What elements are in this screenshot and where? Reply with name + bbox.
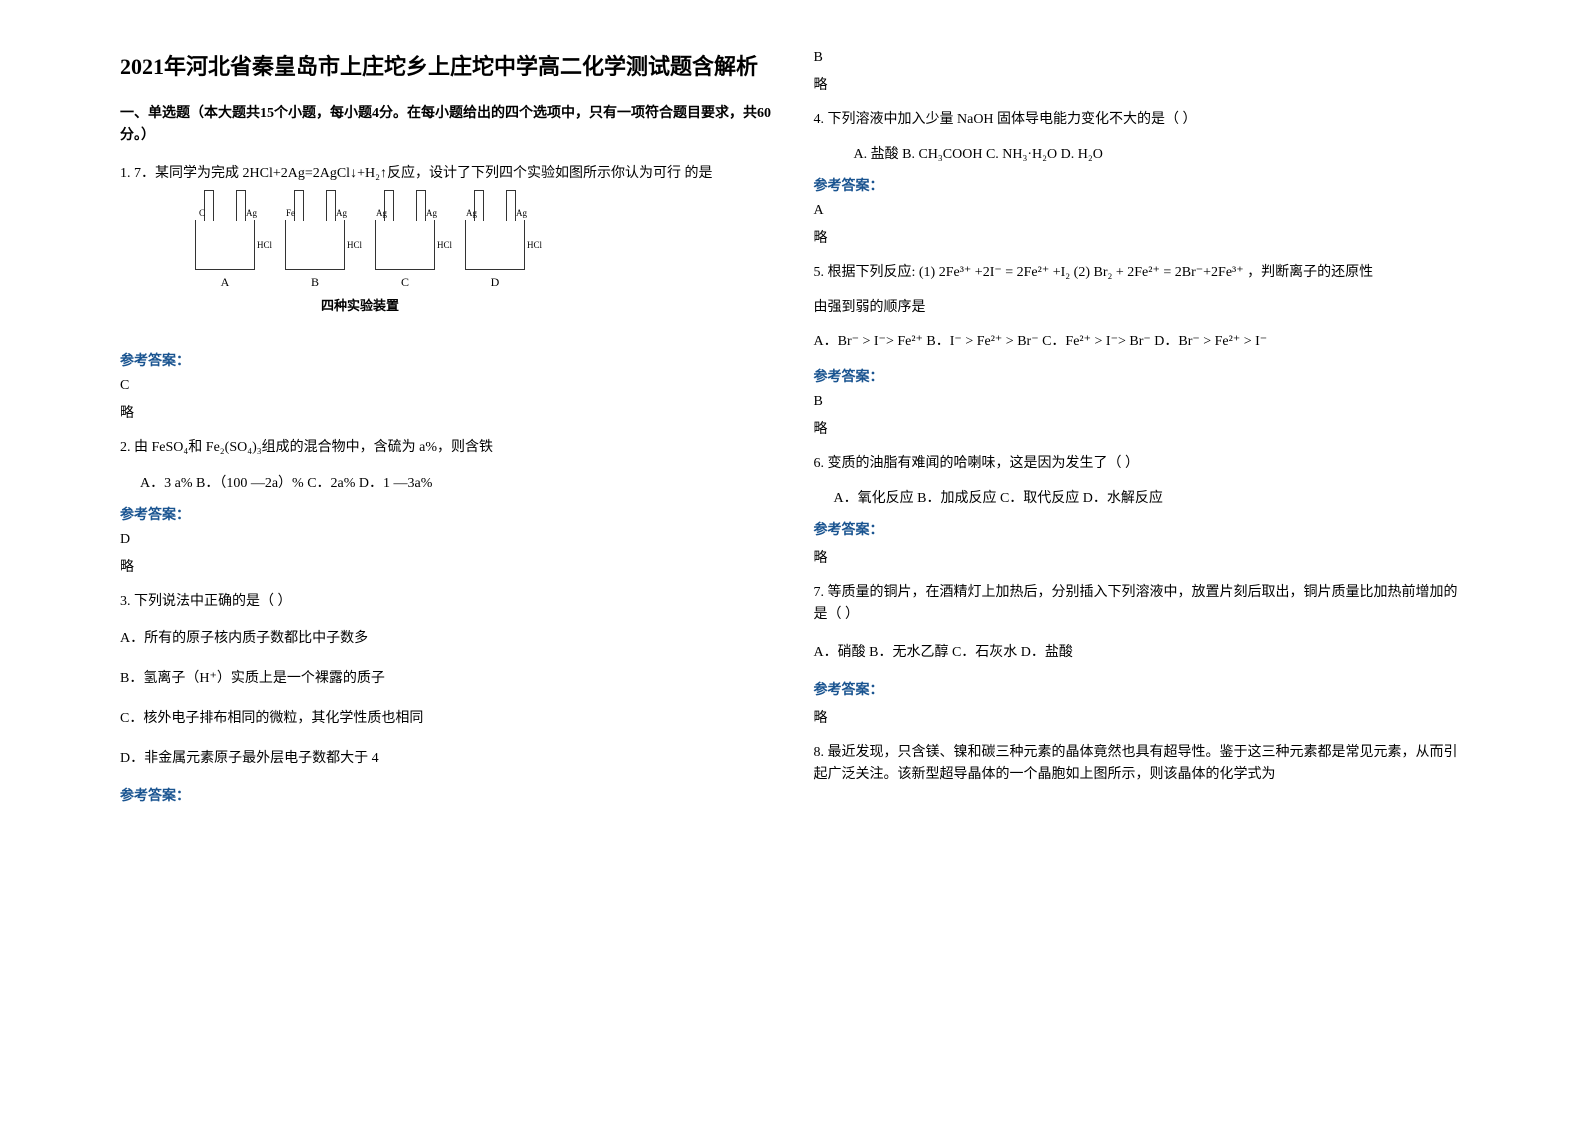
answer-2: D — [120, 532, 774, 548]
answer-label-4: 参考答案： — [814, 175, 1468, 195]
answer-label-2: 参考答案： — [120, 504, 774, 524]
question-6-text: 6. 变质的油脂有难闻的哈喇味，这是因为发生了（ ） — [814, 453, 1468, 475]
answer-label-3: 参考答案： — [120, 785, 774, 805]
question-7-options: A．硝酸 B．无水乙醇 C．石灰水 D．盐酸 — [814, 639, 1468, 667]
question-3-text: 3. 下列说法中正确的是（ ） — [120, 591, 774, 613]
question-3-option-a: A．所有的原子核内质子数都比中子数多 — [120, 625, 774, 653]
question-1-diagram: CAgHCl A FeAgHCl B AgAgHCl C AgAgHCl D 四… — [180, 220, 540, 340]
question-7-text: 7. 等质量的铜片，在酒精灯上加热后，分别插入下列溶液中，放置片刻后取出，铜片质… — [814, 582, 1468, 627]
question-3-option-c: C．核外电子排布相同的微粒，其化学性质也相同 — [120, 705, 774, 733]
question-1-text: 1. 7．某同学为完成 2HCl+2Ag=2AgCl↓+H₂↑反应，设计了下列四… — [120, 163, 774, 185]
omit-3: 略 — [814, 74, 1468, 94]
diagram-label-a: A — [221, 275, 230, 289]
question-5-text-2: 由强到弱的顺序是 — [814, 297, 1468, 319]
question-2-options: A．3 a% B．（100 —2a）% C．2a% D．1 —3a% — [120, 472, 774, 492]
answer-label-1: 参考答案： — [120, 350, 774, 370]
omit-4: 略 — [814, 227, 1468, 247]
question-5-options: A．Br⁻ > I⁻> Fe²⁺ B．I⁻ > Fe²⁺ > Br⁻ C．Fe²… — [814, 331, 1468, 353]
left-column: 2021年河北省秦皇岛市上庄坨乡上庄坨中学高二化学测试题含解析 一、单选题（本大… — [100, 50, 794, 1072]
omit-1: 略 — [120, 402, 774, 422]
omit-6: 略 — [814, 547, 1468, 567]
section-1-header: 一、单选题（本大题共15个小题，每小题4分。在每小题给出的四个选项中，只有一项符… — [120, 103, 774, 148]
omit-2: 略 — [120, 556, 774, 576]
diagram-label-c: C — [401, 275, 409, 289]
question-5-text-1: 5. 根据下列反应: (1) 2Fe³⁺ +2I⁻ = 2Fe²⁺ +I₂ (2… — [814, 262, 1468, 284]
document-title: 2021年河北省秦皇岛市上庄坨乡上庄坨中学高二化学测试题含解析 — [120, 50, 774, 83]
omit-7: 略 — [814, 707, 1468, 727]
question-2-text: 2. 由 FeSO₄和 Fe₂(SO₄)₃组成的混合物中，含硫为 a%，则含铁 — [120, 437, 774, 459]
question-6-options: A．氧化反应 B．加成反应 C．取代反应 D．水解反应 — [814, 487, 1468, 507]
answer-label-7: 参考答案： — [814, 679, 1468, 699]
question-4-options: A. 盐酸 B. CH₃COOH C. NH₃·H₂O D. H₂O — [814, 143, 1468, 163]
answer-label-6: 参考答案： — [814, 519, 1468, 539]
answer-1: C — [120, 378, 774, 394]
right-column: B 略 4. 下列溶液中加入少量 NaOH 固体导电能力变化不大的是（ ） A.… — [794, 50, 1488, 1072]
omit-5: 略 — [814, 418, 1468, 438]
question-3-option-d: D．非金属元素原子最外层电子数都大于 4 — [120, 745, 774, 773]
question-3-option-b: B．氢离子（H⁺）实质上是一个裸露的质子 — [120, 665, 774, 693]
answer-4: A — [814, 203, 1468, 219]
diagram-label-b: B — [311, 275, 319, 289]
diagram-label-d: D — [491, 275, 500, 289]
answer-5: B — [814, 394, 1468, 410]
question-4-text: 4. 下列溶液中加入少量 NaOH 固体导电能力变化不大的是（ ） — [814, 109, 1468, 131]
diagram-caption: 四种实验装置 — [180, 295, 540, 314]
answer-3: B — [814, 50, 1468, 66]
question-8-text: 8. 最近发现，只含镁、镍和碳三种元素的晶体竟然也具有超导性。鉴于这三种元素都是… — [814, 742, 1468, 787]
answer-label-5: 参考答案： — [814, 366, 1468, 386]
